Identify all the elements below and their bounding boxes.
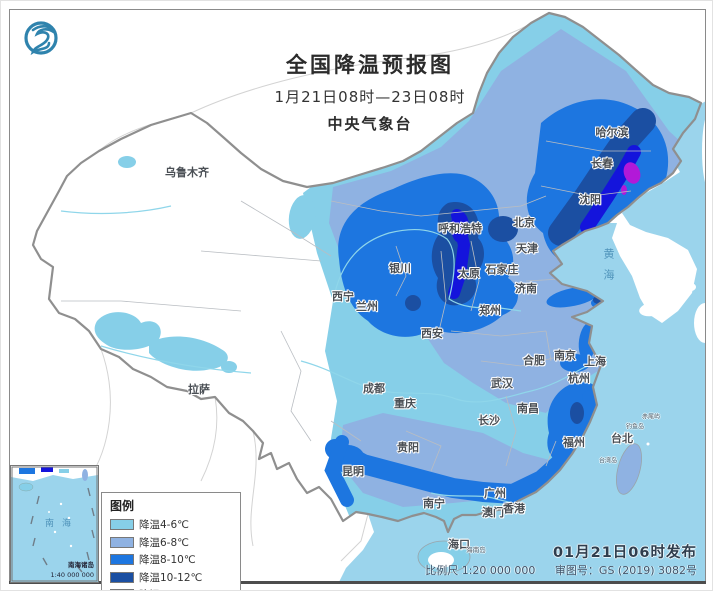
legend-title: 图例 xyxy=(110,499,135,513)
china-meteorological-administration-logo xyxy=(19,16,63,60)
legend-swatch xyxy=(110,554,134,565)
logo-swirl xyxy=(30,25,54,56)
inset-islets xyxy=(48,502,73,548)
legend-label: 降温8-10℃ xyxy=(139,554,196,566)
cooling-region-14-16 xyxy=(621,162,641,195)
inset-scale: 1:40 000 000 xyxy=(50,571,94,579)
legend-item: 降温10-12℃ xyxy=(110,570,232,585)
inset-map xyxy=(11,466,98,582)
logo-circle xyxy=(24,21,58,55)
map-scale: 比例尺 1:20 000 000 xyxy=(425,564,536,577)
legend-rows: 降温4-6℃降温6-8℃降温8-10℃降温10-12℃降温12-14℃降温14-… xyxy=(110,517,232,590)
legend-item: 降温6-8℃ xyxy=(110,535,232,550)
inset-dash-line xyxy=(30,487,95,573)
footer-meta: 比例尺 1:20 000 000 审图号：GS (2019) 3082号 xyxy=(425,562,697,578)
legend-label: 降温4-6℃ xyxy=(139,519,189,531)
taiwan-island xyxy=(616,443,642,495)
map-header: 全国降温预报图 1月21日08时—23日08时 中央气象台 xyxy=(275,49,466,134)
approval-number: 审图号：GS (2019) 3082号 xyxy=(554,564,697,577)
cooling-region-12-14 xyxy=(448,145,641,299)
islands xyxy=(417,116,706,574)
rivers xyxy=(60,205,600,504)
forecast-period: 1月21日08时—23日08时 xyxy=(274,88,466,106)
legend-swatch xyxy=(110,536,134,548)
legend-box: 图例 降温4-6℃降温6-8℃降温8-10℃降温10-12℃降温12-14℃降温… xyxy=(101,492,241,590)
legend-label: 降温12-14℃ xyxy=(139,587,202,590)
inset-sea-label: 南海 xyxy=(45,519,80,529)
inset-taiwan xyxy=(82,469,88,481)
inset-hainan xyxy=(18,482,34,492)
map-frame-bottom xyxy=(9,581,706,584)
issuing-agency: 中央气象台 xyxy=(327,115,413,133)
legend-item: 降温12-14℃ xyxy=(110,587,232,590)
legend-label: 降温6-8℃ xyxy=(139,536,189,549)
legend-item: 降温4-6℃ xyxy=(110,517,232,532)
inset-caption: 南海诸岛 xyxy=(68,561,94,569)
release-time: 01月21日06时发布 xyxy=(552,545,697,561)
legend-swatch xyxy=(110,571,134,583)
legend-item: 降温8-10℃ xyxy=(110,552,232,567)
province-borders xyxy=(61,140,651,472)
jeju-island xyxy=(639,301,667,317)
legend-swatch xyxy=(110,519,134,530)
page-title: 全国降温预报图 xyxy=(286,53,454,77)
legend-swatch xyxy=(110,589,134,590)
south-china-sea-inset: 南海 南海诸岛 1:40 000 000 xyxy=(10,465,99,583)
legend-label: 降温10-12℃ xyxy=(139,571,203,584)
